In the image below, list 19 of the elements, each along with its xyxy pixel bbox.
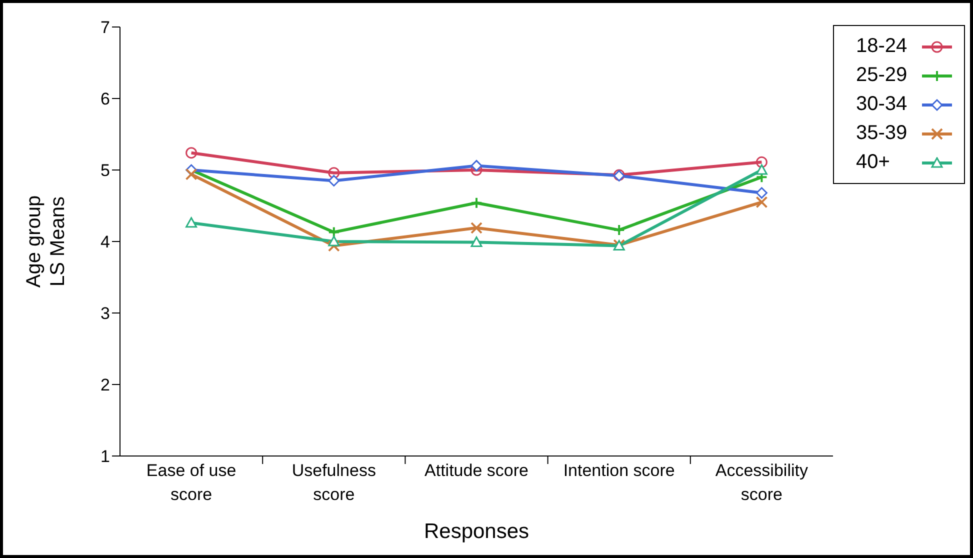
y-axis-title: Age group LS Means [23, 195, 69, 288]
legend-label: 25-29 [856, 64, 908, 87]
x-axis-title: Responses [424, 520, 530, 543]
legend-label: 18-24 [856, 35, 908, 58]
legend-label: 35-39 [856, 122, 908, 145]
y-tick-label: 7 [100, 18, 110, 38]
y-tick-label: 6 [100, 90, 110, 109]
x-tick-label: Usefulness score [292, 461, 376, 504]
legend-label: 30-34 [856, 93, 908, 116]
y-tick-label: 1 [100, 447, 110, 466]
y-tick-label: 2 [100, 376, 110, 395]
y-tick-label: 4 [100, 232, 110, 252]
legend-label: 40+ [856, 151, 891, 174]
x-tick-label: Ease of use score [146, 461, 236, 504]
x-tick-label: Accessibility score [715, 461, 808, 504]
y-tick-label: 3 [100, 304, 110, 324]
y-tick-label: 5 [100, 161, 110, 180]
x-tick-label: Intention score [563, 461, 675, 480]
x-tick-label: Attitude score [424, 461, 528, 480]
